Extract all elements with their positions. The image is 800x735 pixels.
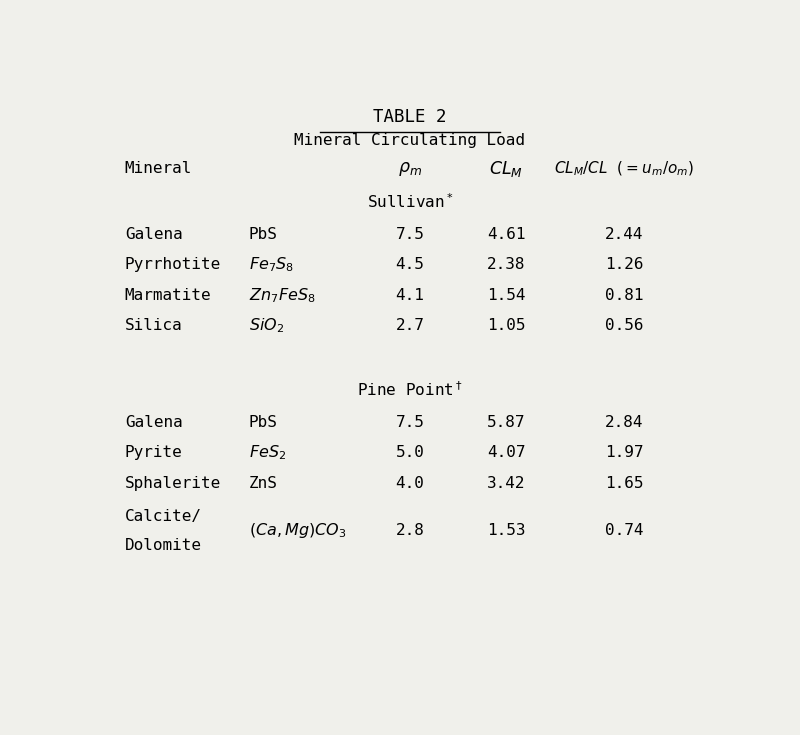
Text: Marmatite: Marmatite [125, 288, 211, 303]
Text: 4.61: 4.61 [487, 226, 526, 242]
Text: Mineral Circulating Load: Mineral Circulating Load [294, 134, 526, 148]
Text: 0.74: 0.74 [605, 523, 643, 538]
Text: Calcite/: Calcite/ [125, 509, 202, 523]
Text: 2.7: 2.7 [395, 318, 425, 334]
Text: Pyrite: Pyrite [125, 445, 182, 460]
Text: $Fe_7S_8$: $Fe_7S_8$ [249, 256, 294, 274]
Text: 0.81: 0.81 [605, 288, 643, 303]
Text: 2.84: 2.84 [605, 415, 643, 430]
Text: 1.26: 1.26 [605, 257, 643, 272]
Text: $FeS_2$: $FeS_2$ [249, 443, 286, 462]
Text: 4.07: 4.07 [487, 445, 526, 460]
Text: 7.5: 7.5 [395, 226, 425, 242]
Text: Dolomite: Dolomite [125, 538, 202, 553]
Text: ZnS: ZnS [249, 476, 278, 491]
Text: 1.65: 1.65 [605, 476, 643, 491]
Text: $Zn_7FeS_8$: $Zn_7FeS_8$ [249, 286, 315, 305]
Text: 1.53: 1.53 [487, 523, 526, 538]
Text: TABLE 2: TABLE 2 [374, 108, 446, 126]
Text: PbS: PbS [249, 415, 278, 430]
Text: 4.0: 4.0 [395, 476, 425, 491]
Text: 0.56: 0.56 [605, 318, 643, 334]
Text: Galena: Galena [125, 415, 182, 430]
Text: 4.5: 4.5 [395, 257, 425, 272]
Text: $SiO_2$: $SiO_2$ [249, 317, 284, 335]
Text: 1.54: 1.54 [487, 288, 526, 303]
Text: Pyrrhotite: Pyrrhotite [125, 257, 221, 272]
Text: Sullivan$^*$: Sullivan$^*$ [366, 192, 454, 211]
Text: 3.42: 3.42 [487, 476, 526, 491]
Text: $CL_M$: $CL_M$ [489, 159, 523, 179]
Text: 2.44: 2.44 [605, 226, 643, 242]
Text: 1.05: 1.05 [487, 318, 526, 334]
Text: Galena: Galena [125, 226, 182, 242]
Text: 5.0: 5.0 [395, 445, 425, 460]
Text: $\rho_m$: $\rho_m$ [398, 159, 422, 178]
Text: PbS: PbS [249, 226, 278, 242]
Text: 7.5: 7.5 [395, 415, 425, 430]
Text: Mineral: Mineral [125, 161, 192, 176]
Text: $(Ca,Mg)CO_3$: $(Ca,Mg)CO_3$ [249, 521, 346, 540]
Text: 1.97: 1.97 [605, 445, 643, 460]
Text: Sphalerite: Sphalerite [125, 476, 221, 491]
Text: 2.8: 2.8 [395, 523, 425, 538]
Text: Pine Point$^\dagger$: Pine Point$^\dagger$ [357, 380, 463, 398]
Text: 4.1: 4.1 [395, 288, 425, 303]
Text: $CL_M/CL\ \ (=u_m/o_m)$: $CL_M/CL\ \ (=u_m/o_m)$ [554, 159, 694, 178]
Text: Silica: Silica [125, 318, 182, 334]
Text: 2.38: 2.38 [487, 257, 526, 272]
Text: 5.87: 5.87 [487, 415, 526, 430]
